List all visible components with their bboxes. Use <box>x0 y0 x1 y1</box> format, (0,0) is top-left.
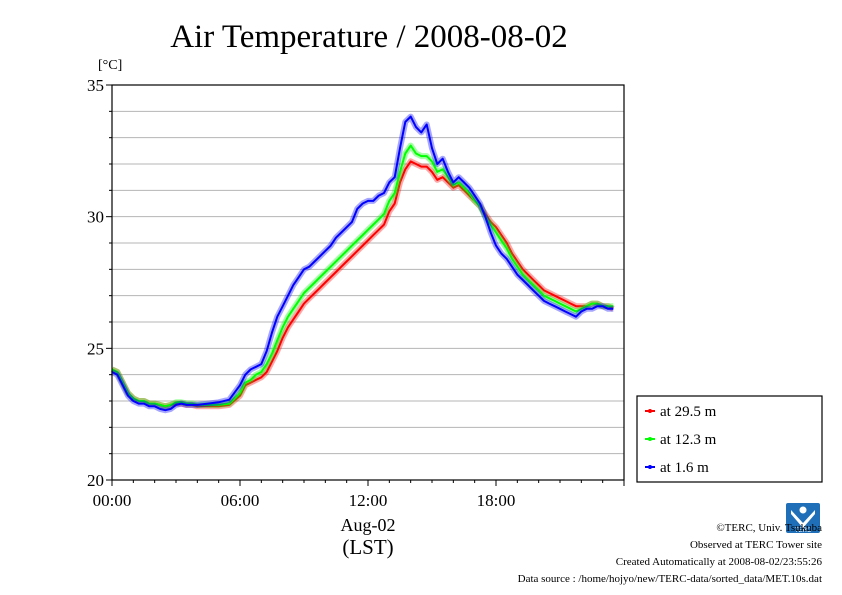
series-line-0 <box>111 160 614 408</box>
y-tick-label: 35 <box>87 76 104 95</box>
series-halo-1 <box>110 142 614 410</box>
y-tick-label: 30 <box>87 208 104 227</box>
series-line-1 <box>111 144 614 408</box>
plot-frame <box>111 84 625 481</box>
x-tick-label: 12:00 <box>349 491 388 510</box>
logo-drop-shape <box>799 506 807 514</box>
legend-marker-0 <box>648 409 652 413</box>
copyright-text: ©TERC, Univ. Tsukuba <box>716 522 822 534</box>
x-tick-label: 00:00 <box>93 491 132 510</box>
legend-marker-2 <box>648 465 652 469</box>
x-axis-date-label: Aug-02 <box>341 515 396 535</box>
footer-info: ©TERC, Univ. Tsukuba Observed at TERC To… <box>518 520 822 588</box>
series-halo-2 <box>110 113 614 414</box>
legend-label-0: at 29.5 m <box>660 404 717 420</box>
data-source-text: Data source : /home/hojyo/new/TERC-data/… <box>517 573 822 585</box>
logo-badge <box>786 503 820 533</box>
series-line-2 <box>111 115 614 412</box>
legend: at 29.5 m at 12.3 m at 1.6 m <box>636 395 823 483</box>
chart-title: Air Temperature / 2008-08-02 <box>170 19 568 55</box>
x-tick-label: 06:00 <box>221 491 260 510</box>
logo-text: TERC <box>795 528 812 534</box>
created-timestamp-text: Created Automatically at 2008-08-02/23:5… <box>615 556 822 568</box>
legend-box <box>636 395 823 483</box>
observed-site-text: Observed at TERC Tower site <box>689 539 822 551</box>
y-axis: 20 25 30 35 <box>87 76 112 490</box>
x-tick-label: 18:00 <box>477 491 516 510</box>
y-axis-unit: [°C] <box>98 58 122 73</box>
y-tick-label: 25 <box>87 339 104 358</box>
x-axis: 00:00 06:00 12:00 18:00 <box>93 480 625 510</box>
terc-logo: TERC <box>786 503 820 534</box>
y-tick-label: 20 <box>87 471 104 490</box>
legend-label-1: at 12.3 m <box>660 432 717 448</box>
logo-emblem-shape <box>791 510 815 528</box>
x-axis-timezone-label: (LST) <box>342 535 393 559</box>
legend-marker-1 <box>648 437 652 441</box>
grid-lines <box>112 110 624 455</box>
legend-label-2: at 1.6 m <box>660 460 709 476</box>
series-lines <box>110 113 615 414</box>
